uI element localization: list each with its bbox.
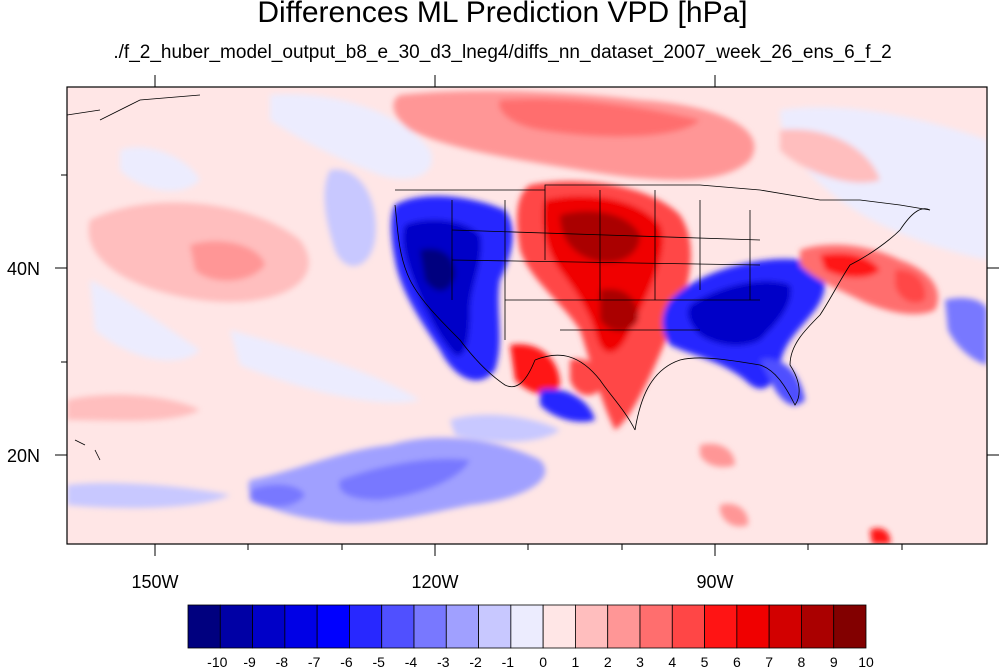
colorbar-swatch: [413, 604, 447, 649]
colorbar-label: -1: [502, 654, 515, 670]
x-tick-label: 90W: [696, 572, 733, 592]
colorbar-label: 1: [572, 654, 580, 670]
plot-frame: [66, 86, 988, 545]
colorbar-swatch: [575, 604, 609, 649]
colorbar-label: -8: [276, 654, 289, 670]
colorbar-label: -6: [340, 654, 353, 670]
colorbar-label: 3: [636, 654, 644, 670]
colorbar-label: 5: [701, 654, 709, 670]
colorbar-swatch: [671, 604, 705, 649]
colorbar-label: 8: [798, 654, 806, 670]
colorbar-swatch: [768, 604, 802, 649]
colorbar-label: 4: [668, 654, 676, 670]
colorbar-swatch: [284, 604, 318, 649]
colorbar-swatch: [349, 604, 383, 649]
tick-marks: [55, 75, 999, 556]
colorbar-label: -4: [405, 654, 418, 670]
colorbar-label: -10: [207, 654, 227, 670]
colorbar-swatch: [187, 604, 221, 649]
colorbar-swatch: [736, 604, 770, 649]
colorbar-label: 6: [733, 654, 741, 670]
state-boundaries: [67, 94, 931, 461]
colorbar-swatch: [445, 604, 479, 649]
map-subtitle: ./f_2_huber_model_output_b8_e_30_d3_lneg…: [113, 42, 892, 63]
x-tick-label: 150W: [131, 572, 178, 592]
y-tick-label: 40N: [7, 259, 40, 279]
colorbar-swatch: [833, 604, 867, 649]
colorbar-swatch: [252, 604, 286, 649]
colorbar-swatch: [704, 604, 738, 649]
colorbar-label: -7: [308, 654, 321, 670]
x-tick-label: 120W: [411, 572, 458, 592]
colorbar-swatch: [801, 604, 835, 649]
colorbar-swatch: [316, 604, 350, 649]
colorbar: -10 -9 -8 -7 -6 -5 -4 -3 -2 -1 0 1 2 3 4 5 6 7 8 9 10: [187, 604, 874, 670]
colorbar-label: -9: [243, 654, 256, 670]
colorbar-label: 7: [765, 654, 773, 670]
colorbar-label: -2: [469, 654, 482, 670]
colorbar-swatch: [639, 604, 673, 649]
map-title: Differences ML Prediction VPD [hPa]: [257, 0, 748, 29]
colorbar-label: -3: [437, 654, 450, 670]
colorbar-swatch: [607, 604, 641, 649]
colorbar-label: 2: [604, 654, 612, 670]
colorbar-swatch: [542, 604, 576, 649]
colorbar-label: -5: [372, 654, 385, 670]
colorbar-swatch: [478, 604, 512, 649]
colorbar-label: 9: [830, 654, 838, 670]
y-tick-label: 20N: [7, 446, 40, 466]
colorbar-swatch: [381, 604, 415, 649]
colorbar-swatch: [219, 604, 253, 649]
colorbar-label: 0: [539, 654, 547, 670]
vpd-difference-field: [67, 87, 987, 544]
colorbar-label: 10: [858, 654, 874, 670]
colorbar-swatch: [510, 604, 544, 649]
